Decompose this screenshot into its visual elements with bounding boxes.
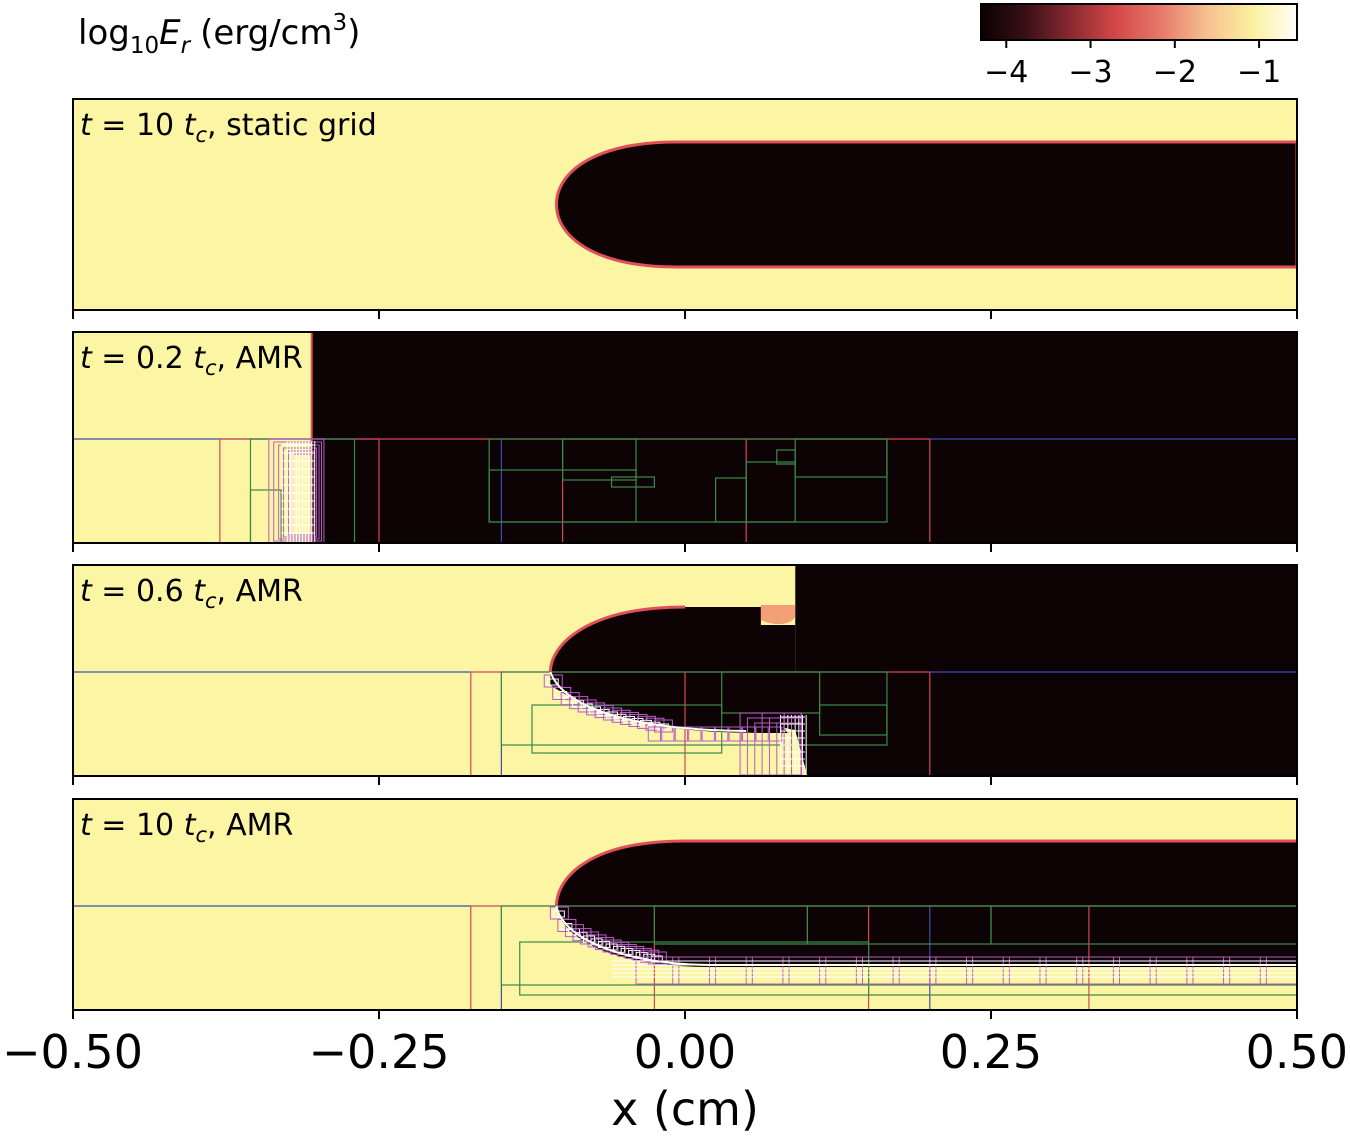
amr-block bbox=[990, 905, 1297, 945]
amr-block bbox=[1076, 956, 1121, 985]
x-tick-label: 0.25 bbox=[940, 1025, 1042, 1079]
amr-block bbox=[1259, 956, 1297, 985]
colorbar-title-var-sub: r bbox=[181, 33, 192, 59]
front-edge bbox=[554, 839, 1297, 907]
heated-streak-edge bbox=[760, 605, 796, 625]
panel-label: t = 0.6 tc, AMR bbox=[80, 574, 303, 613]
cold-lower-bubble bbox=[550, 672, 790, 734]
colorbar-title-log: log bbox=[78, 13, 130, 53]
panel-label: t = 0.2 tc, AMR bbox=[80, 341, 303, 380]
x-tick-label: 0.00 bbox=[634, 1025, 736, 1079]
colorbar-ticks: −4 −3 −2 −1 bbox=[984, 40, 1281, 90]
amr-block bbox=[610, 476, 655, 488]
amr-block bbox=[966, 956, 1010, 985]
amr-block bbox=[1149, 956, 1194, 985]
amr-block bbox=[892, 956, 937, 985]
amr-block bbox=[1112, 956, 1157, 985]
amr-block bbox=[586, 702, 606, 716]
amr-block bbox=[782, 956, 827, 985]
amr-block bbox=[560, 692, 580, 706]
colorbar-title: log10Er (erg/cm3) bbox=[78, 10, 360, 59]
panel-1-frame: t = 10 tc, static grid bbox=[72, 98, 1298, 319]
x-tick-label: −0.25 bbox=[309, 1025, 450, 1079]
amr-block bbox=[564, 924, 584, 938]
amr-block bbox=[708, 956, 753, 985]
panel-2-frame: t = 0.2 tc, AMR bbox=[72, 331, 1298, 552]
front-edge-fine bbox=[555, 905, 1297, 966]
cold-region bbox=[311, 332, 1297, 543]
amr-block bbox=[701, 726, 715, 742]
panel-3 bbox=[73, 565, 1297, 776]
amr-block bbox=[635, 956, 680, 985]
colorbar-tick-label: −2 bbox=[1153, 55, 1197, 90]
colorbar-tick-label: −1 bbox=[1237, 55, 1281, 90]
amr-block bbox=[557, 918, 577, 932]
colorbar-tick-label: −4 bbox=[984, 55, 1028, 90]
panel-1 bbox=[73, 99, 1297, 310]
panel-label: t = 10 tc, AMR bbox=[80, 808, 293, 847]
amr-block bbox=[855, 956, 900, 985]
amr-block bbox=[672, 956, 717, 985]
colorbar-title-sub: 10 bbox=[130, 33, 159, 59]
amr-block bbox=[647, 951, 667, 965]
colorbar-title-units-end: ) bbox=[347, 13, 360, 53]
panel-label: t = 10 tc, static grid bbox=[80, 108, 377, 147]
panels: t = 10 tc, static grid t = 0.2 tc, AMR t =… bbox=[72, 98, 1298, 1019]
amr-block bbox=[929, 956, 974, 985]
x-tick-label: 0.50 bbox=[1246, 1025, 1348, 1079]
amr-block bbox=[745, 956, 790, 985]
amr-block bbox=[819, 704, 888, 736]
colorbar-title-var: E bbox=[159, 13, 181, 53]
amr-block bbox=[745, 461, 796, 523]
amr-block bbox=[1223, 956, 1267, 985]
amr-block bbox=[1002, 956, 1047, 985]
amr-block bbox=[819, 956, 863, 985]
amr-block bbox=[552, 686, 572, 700]
colorbar bbox=[980, 3, 1298, 41]
colorbar-title-units-sup: 3 bbox=[333, 10, 348, 36]
colorbar-title-units: (erg/cm bbox=[200, 13, 332, 53]
amr-block bbox=[531, 704, 723, 754]
amr-block bbox=[728, 726, 742, 742]
shadow-region bbox=[556, 841, 1297, 967]
amr-block bbox=[688, 726, 702, 742]
colorbar-tick-label: −3 bbox=[1068, 55, 1112, 90]
amr-block bbox=[794, 438, 888, 478]
panel-4-frame: t = 10 tc, AMR bbox=[72, 798, 1298, 1019]
front-edge bbox=[548, 605, 686, 673]
x-tick-label: −0.50 bbox=[2, 1025, 143, 1079]
shadow-region bbox=[554, 140, 1297, 269]
x-tick-labels: −0.50 −0.25 0.00 0.25 0.50 bbox=[2, 1025, 1348, 1079]
amr-block bbox=[647, 726, 662, 742]
amr-block bbox=[715, 726, 729, 742]
panel-4 bbox=[73, 799, 1297, 1010]
amr-block bbox=[561, 438, 637, 481]
front-edge-fine bbox=[549, 671, 747, 732]
amr-block bbox=[273, 441, 322, 542]
x-axis-label: x (cm) bbox=[611, 1082, 759, 1136]
panel-3-frame: t = 0.6 tc, AMR bbox=[72, 564, 1298, 785]
amr-block bbox=[1039, 956, 1084, 985]
cold-lower bbox=[721, 672, 1297, 776]
amr-block bbox=[1186, 956, 1231, 985]
panel-2 bbox=[73, 332, 1297, 544]
